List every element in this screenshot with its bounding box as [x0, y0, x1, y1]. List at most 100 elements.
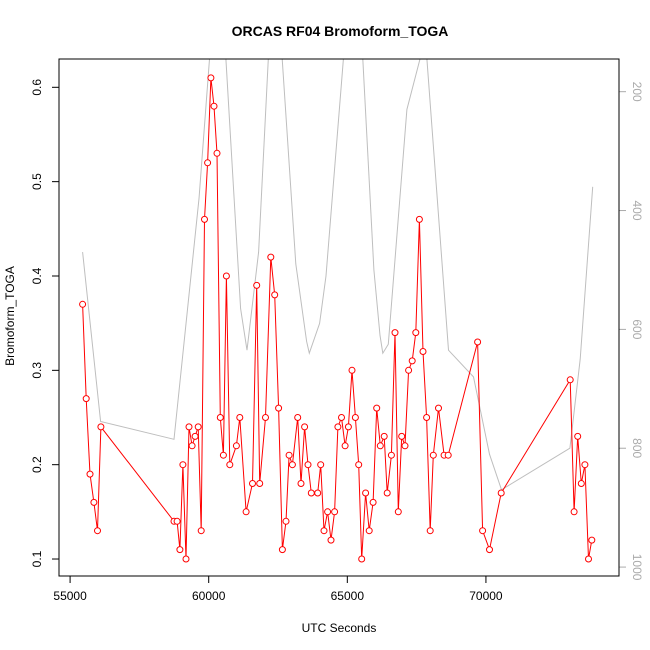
data-point — [176, 546, 184, 554]
data-point — [173, 517, 181, 525]
data-point — [294, 414, 302, 421]
data-point — [307, 489, 315, 497]
data-point — [355, 461, 363, 469]
data-point — [577, 480, 585, 487]
data-point — [188, 442, 196, 450]
y-axis-label: Bromoform_TOGA — [3, 266, 17, 366]
data-point — [301, 423, 309, 431]
data-point — [185, 423, 193, 431]
data-point — [394, 508, 402, 516]
data-point — [82, 395, 90, 403]
data-point — [398, 432, 406, 440]
data-point — [201, 215, 208, 223]
y-tick-label: 0.2 — [30, 456, 44, 473]
data-point — [588, 536, 596, 544]
x-tick-label: 70000 — [469, 589, 503, 603]
data-point — [207, 74, 215, 82]
data-point — [97, 423, 105, 431]
data-point — [383, 489, 391, 497]
y2-tick-label: 800 — [630, 438, 644, 458]
y-tick-label: 0.3 — [30, 362, 44, 379]
data-point — [90, 498, 98, 506]
data-point — [216, 414, 224, 421]
data-point — [376, 442, 384, 450]
primary-series-layer — [79, 74, 596, 563]
data-point — [219, 451, 227, 459]
data-point — [232, 442, 240, 450]
plot-frame — [58, 58, 620, 577]
data-point — [253, 281, 261, 289]
data-point — [222, 272, 230, 280]
data-point — [86, 470, 94, 478]
y2-tick-label: 400 — [630, 200, 644, 220]
chart-title: ORCAS RF04 Bromoform_TOGA — [232, 23, 449, 39]
data-point — [444, 451, 452, 459]
data-point — [474, 338, 482, 346]
data-point — [285, 451, 293, 459]
data-point — [94, 527, 101, 535]
data-point — [373, 404, 381, 412]
data-point — [282, 517, 290, 525]
series-line — [82, 77, 593, 560]
data-point — [497, 489, 505, 497]
data-point — [275, 404, 283, 412]
data-point — [423, 414, 431, 421]
data-point — [351, 414, 359, 421]
data-point — [341, 442, 349, 450]
y2-tick-label: 600 — [630, 319, 644, 339]
data-point — [362, 489, 370, 497]
y-tick-label: 0.5 — [30, 173, 44, 190]
x-axis-label: UTC Seconds — [302, 621, 377, 635]
data-point — [408, 357, 416, 365]
data-point — [210, 102, 218, 110]
data-point — [415, 215, 423, 223]
data-point — [262, 414, 269, 421]
data-point — [204, 159, 212, 167]
data-point — [365, 527, 373, 535]
data-point — [236, 414, 244, 421]
data-point — [358, 555, 366, 563]
data-point — [297, 480, 305, 487]
data-point — [585, 555, 592, 563]
data-point — [226, 461, 234, 469]
data-point — [574, 432, 582, 440]
data-point — [324, 508, 332, 516]
data-point — [334, 423, 342, 431]
data-point — [288, 461, 296, 469]
data-point — [391, 329, 399, 337]
y-tick-label: 0.4 — [30, 267, 44, 284]
data-point — [320, 527, 328, 535]
x-tick-label: 60000 — [192, 589, 226, 603]
data-point — [271, 291, 279, 299]
y-tick-label: 0.6 — [30, 79, 44, 96]
data-point — [429, 451, 437, 459]
x-tick-label: 55000 — [53, 589, 87, 603]
data-point — [327, 536, 335, 544]
data-point — [242, 508, 250, 516]
y2-tick-label: 1000 — [630, 554, 644, 581]
data-point — [401, 442, 409, 450]
data-point — [79, 300, 87, 308]
data-point — [331, 508, 339, 516]
data-point — [426, 527, 434, 535]
data-point — [369, 498, 377, 506]
data-point — [267, 253, 275, 261]
data-point — [197, 527, 205, 535]
y-tick-label: 0.1 — [30, 550, 44, 567]
data-point — [380, 432, 388, 440]
data-point — [191, 432, 199, 440]
data-point — [581, 461, 589, 469]
data-point — [405, 366, 413, 374]
data-point — [317, 461, 325, 469]
data-point — [419, 348, 427, 355]
x-tick-label: 65000 — [331, 589, 365, 603]
data-point — [486, 546, 493, 554]
data-point — [179, 461, 187, 469]
data-point — [338, 414, 345, 421]
data-point — [314, 489, 322, 497]
data-point — [194, 423, 202, 431]
data-point — [278, 546, 286, 554]
data-point — [304, 461, 312, 469]
